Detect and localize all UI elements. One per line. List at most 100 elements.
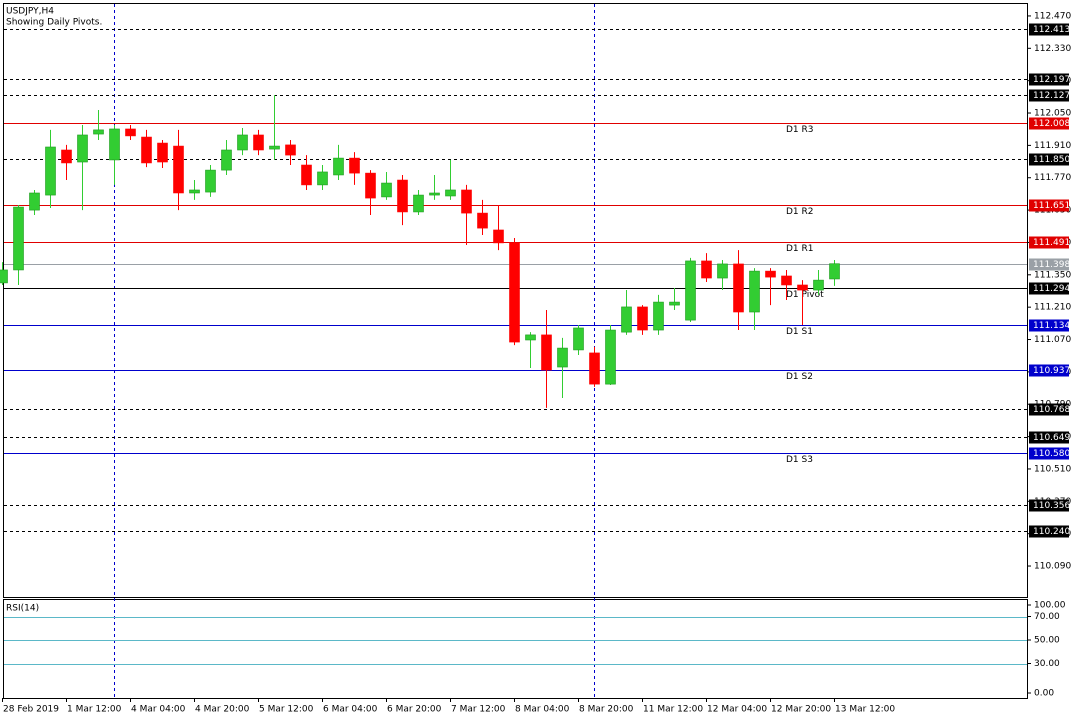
level-box	[1029, 117, 1069, 130]
x-tick-label: 8 Mar 20:00	[579, 705, 634, 715]
candle-body	[173, 145, 184, 194]
level-box	[1029, 199, 1069, 212]
pivot-name: D1 R3	[786, 125, 814, 135]
candle-body	[125, 128, 136, 137]
candle-body	[717, 263, 728, 279]
level-label: 110.649	[1033, 433, 1070, 443]
candle-body	[813, 279, 824, 291]
candle-body	[765, 270, 776, 278]
rsi-tick-label: 70.00	[1034, 612, 1060, 622]
pivot-name: D1 R1	[786, 244, 814, 254]
candle-body	[493, 229, 504, 244]
candle-body	[749, 270, 760, 313]
rsi-panel	[3, 599, 1028, 699]
level-box	[1029, 73, 1069, 86]
level-box	[1029, 89, 1069, 102]
candle-body	[429, 192, 440, 196]
level-label: 111.491	[1033, 238, 1070, 248]
candle-body	[573, 327, 584, 351]
candle-body	[445, 189, 456, 197]
x-tick-label: 1 Mar 12:00	[67, 705, 122, 715]
level-box	[1029, 525, 1069, 538]
level-label: 110.768	[1033, 405, 1070, 415]
candle-body	[45, 146, 56, 196]
y-tick-label: 111.910	[1034, 141, 1071, 151]
x-tick-label: 8 Mar 04:00	[515, 705, 570, 715]
x-tick-label: 12 Mar 04:00	[707, 705, 767, 715]
y-tick-label: 112.470	[1034, 11, 1071, 21]
candle-body	[669, 301, 680, 306]
x-tick-label: 6 Mar 20:00	[387, 705, 442, 715]
x-tick-label: 12 Mar 20:00	[771, 705, 831, 715]
x-tick-label: 5 Mar 12:00	[259, 705, 314, 715]
pivot-name: D1 Pivot	[786, 290, 824, 300]
candle-body	[301, 164, 312, 186]
candle-body	[477, 212, 488, 229]
candle-body	[61, 149, 72, 164]
rsi-tick-label: 0.00	[1034, 689, 1054, 699]
chart-subtitle: Showing Daily Pivots.	[6, 18, 102, 28]
candle-body	[29, 192, 40, 211]
x-tick-label: 4 Mar 04:00	[131, 705, 186, 715]
candle-body	[733, 263, 744, 313]
pivot-name: D1 S2	[786, 372, 813, 382]
y-tick-label: 112.050	[1034, 109, 1071, 119]
x-tick-label: 13 Mar 12:00	[835, 705, 895, 715]
level-label: 111.398	[1033, 260, 1070, 270]
candle-body	[349, 157, 360, 174]
candle-body	[605, 329, 616, 385]
candle-body	[237, 134, 248, 151]
level-box	[1029, 153, 1069, 166]
candle-body	[653, 301, 664, 331]
rsi-tick-label: 30.00	[1034, 659, 1060, 669]
rsi-title: RSI(14)	[6, 604, 39, 614]
level-label: 111.294	[1033, 284, 1070, 294]
level-box	[1029, 364, 1069, 377]
level-label: 112.127	[1033, 91, 1070, 101]
candle-body	[397, 179, 408, 213]
pivot-name: D1 S3	[786, 455, 813, 465]
x-tick-label: 6 Mar 04:00	[323, 705, 378, 715]
candle-body	[525, 334, 536, 341]
candle-body	[285, 144, 296, 156]
x-tick-label: 4 Mar 20:00	[195, 705, 250, 715]
pivot-name: D1 S1	[786, 327, 813, 337]
chart-title: USDJPY,H4	[6, 7, 54, 17]
level-label: 111.850	[1033, 155, 1070, 165]
candle-body	[13, 206, 24, 271]
candle-body	[589, 352, 600, 385]
candle-body	[253, 134, 264, 151]
candle-body	[333, 157, 344, 176]
level-box	[1029, 23, 1069, 36]
candle-body	[141, 136, 152, 164]
candle-body	[205, 169, 216, 193]
y-tick-label: 111.350	[1034, 270, 1071, 280]
level-label: 111.651	[1033, 201, 1070, 211]
level-label: 112.008	[1033, 119, 1070, 129]
level-label: 110.240	[1033, 527, 1070, 537]
rsi-tick-label: 50.00	[1034, 636, 1060, 646]
candle-body	[109, 128, 120, 161]
candle-body	[781, 275, 792, 286]
y-tick-label: 111.070	[1034, 335, 1071, 345]
candle-body	[797, 284, 808, 291]
level-box	[1029, 499, 1069, 512]
level-box	[1029, 447, 1069, 460]
candle-body	[221, 149, 232, 171]
y-tick-label: 110.090	[1034, 562, 1071, 572]
candle-body	[637, 306, 648, 331]
level-box	[1029, 282, 1069, 295]
level-label: 111.134	[1033, 321, 1070, 331]
level-box	[1029, 258, 1069, 271]
candle-body	[829, 263, 840, 280]
x-tick-label: 7 Mar 12:00	[451, 705, 506, 715]
y-tick-label: 110.510	[1034, 464, 1071, 474]
y-tick-label: 111.770	[1034, 173, 1071, 183]
candle-body	[93, 129, 104, 135]
candle-body	[157, 142, 168, 163]
candle-body	[509, 242, 520, 343]
pivot-name: D1 R2	[786, 207, 814, 217]
level-label: 110.580	[1033, 449, 1070, 459]
candle-body	[685, 260, 696, 321]
